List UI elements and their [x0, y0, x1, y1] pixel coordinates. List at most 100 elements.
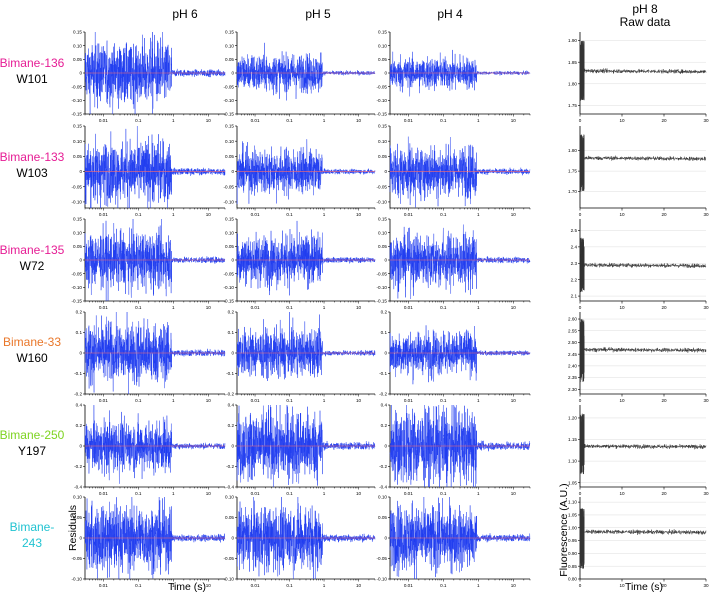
y-tick-label: -0.15	[224, 299, 235, 304]
x-tick-label: 0.01	[99, 491, 108, 496]
row-label-0-line-0: Bimane-136	[0, 56, 65, 70]
x-tick-label: 1	[323, 305, 326, 310]
panel-r2-c0: 0.15 0.10 0.05 0 -0.05 -0.10 -0.15 0.01 0.1 1 10	[72, 217, 226, 310]
y-tick-label: -0.10	[72, 577, 83, 582]
x-tick-label: 20	[661, 398, 667, 403]
panel-r0-c2: 0.15 0.10 0.05 0 -0.05 -0.10 -0.15 0.01 0.1 1 10	[377, 30, 531, 123]
y-tick-label: 0	[79, 536, 82, 541]
y-tick-label: 2.55	[568, 328, 577, 333]
y-tick-label: -0.2	[379, 392, 387, 397]
panel-r4-c1: 0.4 0.2 0 -0.2 -0.4 0.01 0.1 1 10	[226, 403, 376, 496]
x-tick-label: 10	[511, 491, 517, 496]
x-tick-label: 1	[477, 491, 480, 496]
y-tick-label: 0.4	[228, 403, 235, 408]
y-tick-label: 0	[79, 258, 82, 263]
x-tick-label: 20	[661, 118, 667, 123]
y-tick-label: -0.15	[377, 299, 388, 304]
y-tick-label: -0.10	[377, 285, 388, 290]
x-tick-label: 0.01	[99, 118, 108, 123]
y-tick-label: -0.05	[377, 84, 388, 89]
x-tick-label: 10	[511, 583, 517, 588]
raw-trace	[579, 134, 707, 192]
y-tick-label: 1.10	[568, 500, 577, 505]
x-tick-label: 0.01	[99, 583, 108, 588]
y-tick-label: -0.2	[74, 464, 82, 469]
x-tick-label: 0.1	[135, 212, 142, 217]
x-tick-label: 1	[477, 583, 480, 588]
x-tick-label: 0.01	[404, 212, 413, 217]
residual-trace	[389, 325, 531, 385]
y-tick-label: 0.10	[73, 495, 82, 500]
x-tick-label: 0.01	[251, 491, 260, 496]
y-tick-label: 0.90	[568, 551, 577, 556]
x-tick-label: 10	[619, 491, 625, 496]
axis-labels: Residuals Time (s) Fluorescence (A.U.) T…	[67, 483, 663, 593]
x-tick-label: 10	[206, 212, 212, 217]
x-tick-label: 0.01	[404, 118, 413, 123]
y-tick-label: 2.4	[571, 244, 578, 249]
y-tick-label: -0.15	[72, 299, 83, 304]
x-tick-label: 0.01	[251, 398, 260, 403]
x-tick-label: 1	[323, 583, 326, 588]
y-tick-label: 0.10	[73, 230, 82, 235]
panel-r1-c2: 0.15 0.10 0.05 0 -0.05 -0.10 0.01 0.1 1 10	[377, 124, 531, 217]
x-tick-label: 0	[579, 212, 582, 217]
panel-r0-c0: 0.15 0.10 0.05 0 -0.05 -0.10 -0.15 0.01 0.1 1 10	[72, 30, 226, 123]
x-tick-label: 0.1	[135, 305, 142, 310]
y-tick-label: 0.15	[73, 124, 82, 129]
panel-r0-c1: 0.15 0.10 0.05 0 -0.05 -0.10 -0.15 0.01 0.1 1 10	[224, 30, 376, 123]
x-tick-label: 20	[661, 212, 667, 217]
y-tick-label: 0	[231, 536, 234, 541]
y-tick-label: 1.05	[568, 513, 577, 518]
y-tick-label: -0.1	[74, 371, 82, 376]
y-tick-label: 0.15	[225, 124, 234, 129]
x-tick-label: 0.1	[440, 305, 447, 310]
panel-r2-c2: 0.15 0.10 0.05 0 -0.05 -0.10 -0.15 0.01 0.1 1 10	[377, 217, 531, 310]
row-labels: Bimane-136 W101 Bimane-133 W103 Bimane-135 W7…	[0, 56, 65, 550]
y-tick-label: 0.15	[73, 30, 82, 35]
y-tick-label: -0.10	[224, 200, 235, 205]
y-tick-label: -0.05	[224, 556, 235, 561]
y-tick-label: -0.4	[379, 485, 387, 490]
residual-trace	[84, 218, 226, 302]
y-tick-label: 0.2	[381, 310, 388, 315]
x-tick-label: 0.1	[440, 491, 447, 496]
y-tick-label: 0.05	[73, 57, 82, 62]
x-tick-label: 0	[579, 305, 582, 310]
y-tick-label: -0.2	[226, 464, 234, 469]
y-tick-label: 0.05	[73, 154, 82, 159]
y-tick-label: 0.10	[378, 43, 387, 48]
y-tick-label: -0.05	[72, 84, 83, 89]
x-tick-label: 0.01	[404, 398, 413, 403]
residual-trace	[236, 139, 376, 205]
y-tick-label: 0.2	[76, 310, 83, 315]
y-tick-label: 2.1	[571, 294, 578, 299]
x-tick-label: 1	[477, 212, 480, 217]
y-tick-label: 2.60	[568, 317, 577, 322]
x-tick-label: 30	[703, 118, 709, 123]
x-tick-label: 30	[703, 212, 709, 217]
y-tick-label: 1.85	[568, 60, 577, 65]
x-tick-label: 0.1	[286, 491, 293, 496]
residual-time-x-label: Time (s)	[168, 581, 206, 593]
y-tick-label: -0.05	[224, 271, 235, 276]
y-tick-label: 0.10	[378, 139, 387, 144]
x-tick-label: 1	[477, 398, 480, 403]
row-label-1-line-0: Bimane-133	[0, 150, 65, 164]
x-tick-label: 0.01	[99, 398, 108, 403]
x-tick-label: 0.01	[99, 305, 108, 310]
y-tick-label: -0.05	[377, 184, 388, 189]
y-tick-label: 0.05	[378, 244, 387, 249]
x-tick-label: 20	[661, 491, 667, 496]
y-tick-label: 2.5	[571, 228, 578, 233]
y-tick-label: -0.2	[74, 392, 82, 397]
x-tick-label: 10	[356, 583, 362, 588]
y-tick-label: -0.1	[379, 371, 387, 376]
y-tick-label: 0.10	[225, 230, 234, 235]
y-tick-label: 0.05	[378, 154, 387, 159]
x-tick-label: 1	[323, 118, 326, 123]
panel-r2-c3: 2.5 2.4 2.3 2.2 2.1 0 10 20 30	[571, 219, 709, 310]
x-tick-label: 10	[619, 305, 625, 310]
y-tick-label: 0.2	[228, 310, 235, 315]
